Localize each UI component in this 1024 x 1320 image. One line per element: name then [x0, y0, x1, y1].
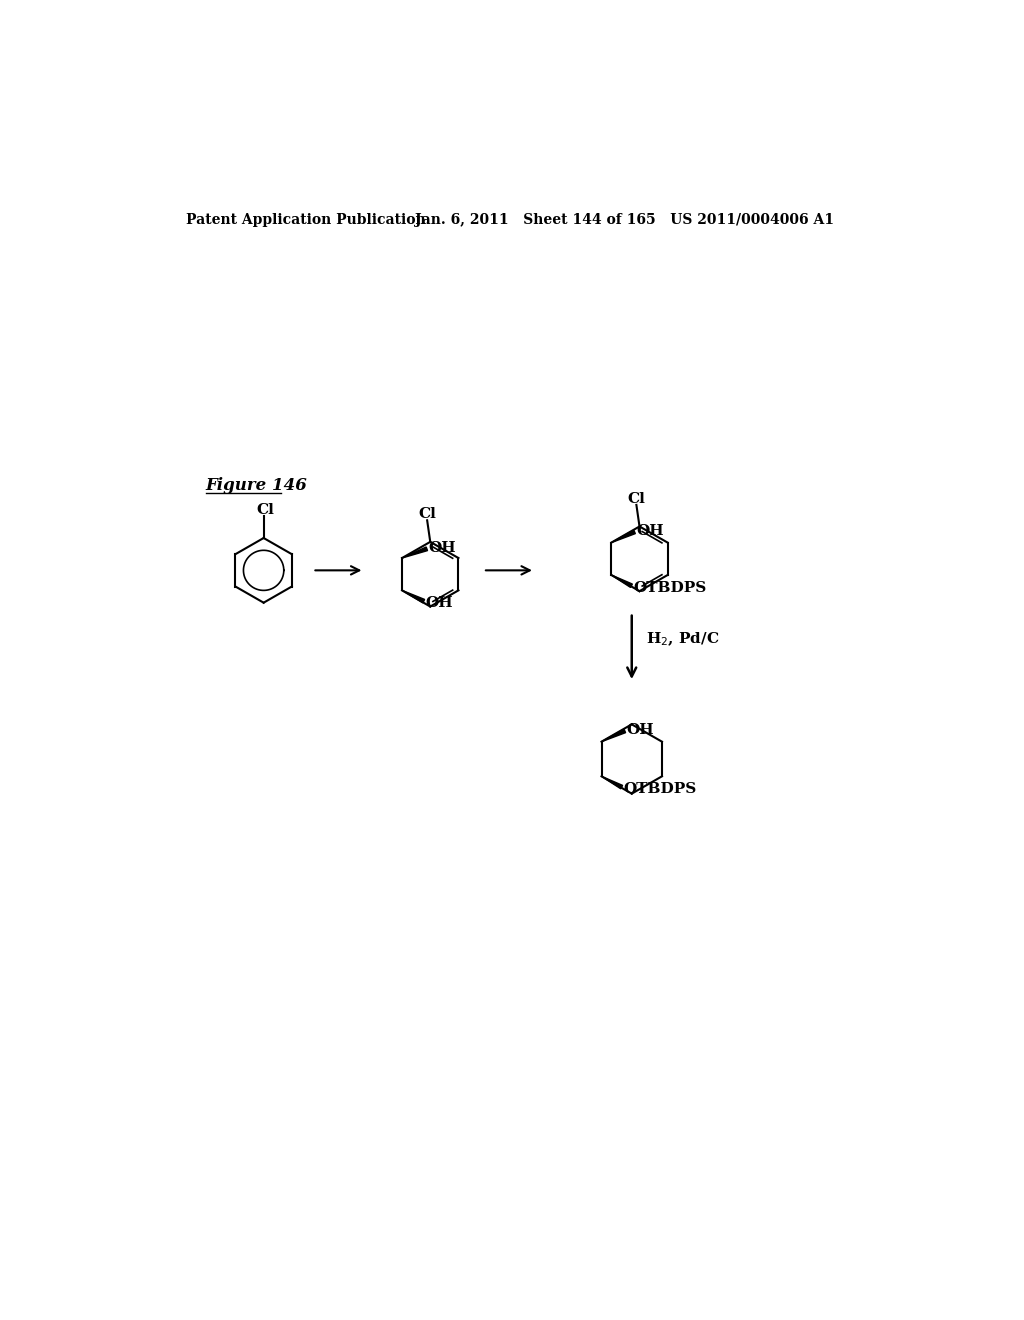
Text: OH: OH [428, 541, 456, 554]
Text: H$_2$, Pd/C: H$_2$, Pd/C [646, 631, 719, 648]
Text: OTBDPS: OTBDPS [633, 581, 707, 595]
Polygon shape [611, 531, 635, 543]
Text: Cl: Cl [628, 491, 646, 506]
Text: Figure 146: Figure 146 [206, 477, 307, 494]
Polygon shape [402, 546, 428, 558]
Text: Cl: Cl [419, 507, 436, 521]
Text: Patent Application Publication: Patent Application Publication [186, 213, 426, 227]
Text: OH: OH [627, 723, 654, 737]
Polygon shape [402, 590, 425, 603]
Polygon shape [601, 776, 623, 789]
Text: OH: OH [636, 524, 664, 539]
Polygon shape [601, 729, 626, 742]
Text: Cl: Cl [257, 503, 274, 517]
Polygon shape [611, 576, 633, 587]
Text: OTBDPS: OTBDPS [624, 783, 696, 796]
Text: Jan. 6, 2011   Sheet 144 of 165   US 2011/0004006 A1: Jan. 6, 2011 Sheet 144 of 165 US 2011/00… [415, 213, 834, 227]
Text: OH: OH [425, 597, 453, 610]
